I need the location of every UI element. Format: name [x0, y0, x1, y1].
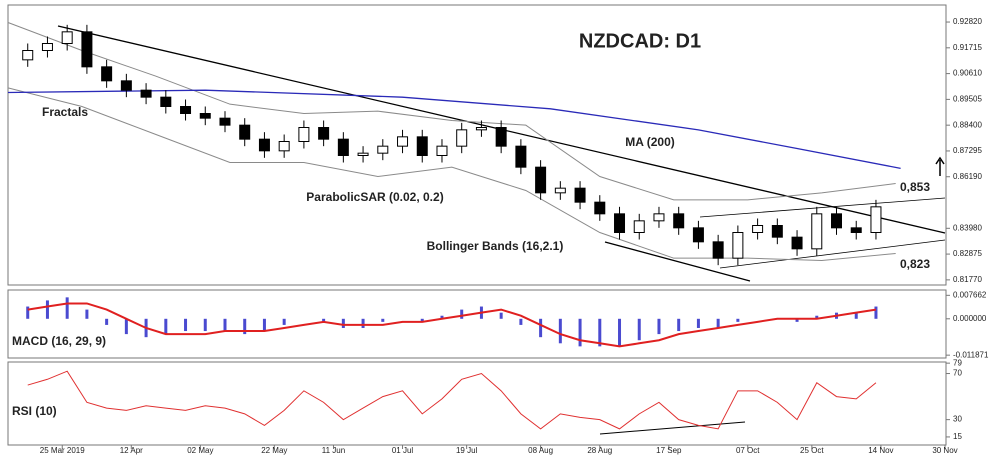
candle-body [554, 187, 566, 194]
candle-body [22, 50, 34, 61]
ma-line [7, 89, 901, 169]
x-tick-label: 30 Nov [932, 446, 957, 455]
candle-body [870, 206, 882, 233]
y-tick-label: -0.011871 [953, 350, 989, 359]
annotation: 0,823 [900, 257, 930, 271]
candle-body [120, 80, 132, 91]
bollinger-band [7, 87, 896, 262]
x-tick-label: 19 Jul [456, 446, 478, 455]
x-tick-label: 17 Sep [656, 446, 682, 455]
candle-body [377, 145, 389, 154]
candle-body [594, 201, 606, 215]
trend-line [604, 241, 751, 282]
x-tick-label: 01 Jul [392, 446, 414, 455]
y-tick-label: 0.88400 [953, 120, 982, 129]
y-tick-label: 0.000000 [953, 314, 987, 323]
candle-body [692, 227, 704, 243]
candle-body [515, 145, 527, 168]
y-tick-label: 0.82875 [953, 249, 982, 258]
annotation: Fractals [42, 105, 88, 119]
candle-body [752, 225, 764, 233]
candle-body [831, 213, 843, 229]
candle-body [633, 220, 645, 233]
y-tick-label: 79 [953, 358, 962, 367]
candle-body [850, 227, 862, 233]
x-tick-label: 11 Jun [322, 446, 345, 455]
candle-body [436, 145, 448, 157]
y-tick-label: 0.90610 [953, 69, 982, 78]
candle-body [41, 43, 53, 51]
chart-title: NZDCAD: D1 [579, 30, 701, 52]
y-tick-label: 0.91715 [953, 43, 982, 52]
candle-body [475, 127, 487, 131]
candle-body [653, 213, 665, 222]
candle-body [791, 236, 803, 250]
x-tick-label: 07 Oct [736, 446, 760, 455]
candle-body [160, 96, 172, 107]
candle-body [180, 106, 192, 114]
channel-line [719, 239, 946, 269]
x-tick-label: 12 Apr [120, 446, 143, 455]
x-tick-label: 25 Oct [800, 446, 824, 455]
y-tick-label: 30 [953, 415, 962, 424]
x-tick-label: 14 Nov [868, 446, 893, 455]
rsi-title: RSI (10) [12, 404, 57, 418]
candle-body [614, 213, 626, 233]
candle-body [456, 129, 468, 147]
macd-panel [7, 289, 947, 359]
candle-body [219, 117, 231, 126]
candle-body [199, 113, 211, 119]
candle-body [673, 213, 685, 229]
candle-body [495, 127, 507, 147]
y-tick-label: 70 [953, 369, 962, 378]
y-tick-label: 0.89505 [953, 94, 982, 103]
x-tick-label: 28 Aug [587, 446, 612, 455]
bollinger-band [7, 22, 896, 201]
x-tick-label: 02 May [187, 446, 213, 455]
candle-body [61, 31, 73, 45]
x-tick-label: 25 Mar 2019 [40, 446, 85, 455]
candle-body [258, 138, 270, 152]
rsi-panel [7, 361, 947, 446]
up-arrow [935, 156, 945, 176]
macd-title: MACD (16, 29, 9) [12, 334, 106, 348]
candle-body [298, 127, 310, 142]
y-tick-label: 0.007662 [953, 290, 987, 299]
candle-body [712, 241, 724, 259]
y-tick-label: 0.81770 [953, 275, 982, 284]
candle-body [535, 166, 547, 194]
candle-body [318, 127, 330, 140]
candle-body [732, 232, 744, 259]
signal-line [27, 302, 877, 348]
annotation: 0,853 [900, 180, 930, 194]
candle-body [337, 138, 349, 157]
candle-body [239, 124, 251, 140]
x-tick-label: 08 Aug [528, 446, 553, 455]
y-tick-label: 0.92820 [953, 17, 982, 26]
y-tick-label: 0.87295 [953, 146, 982, 155]
candle-body [574, 187, 586, 203]
candle-body [397, 136, 409, 147]
candle-body [357, 152, 369, 157]
candle-body [81, 31, 93, 68]
candle-body [278, 141, 290, 152]
rsi-line [27, 370, 877, 430]
y-tick-label: 0.83980 [953, 223, 982, 232]
candle-body [416, 136, 428, 156]
ma-label: MA (200) [625, 135, 675, 149]
price-panel [7, 4, 947, 286]
y-tick-label: 15 [953, 432, 962, 441]
y-tick-label: 0.86190 [953, 172, 982, 181]
band-label: Bollinger Bands (16,2.1) [427, 239, 564, 253]
candle-body [771, 225, 783, 238]
candle-body [811, 213, 823, 250]
annotation: ParabolicSAR (0.02, 0.2) [306, 190, 443, 204]
x-tick-label: 22 May [261, 446, 287, 455]
candle-body [140, 89, 152, 98]
channel-line [699, 197, 946, 218]
candle-body [101, 66, 113, 82]
